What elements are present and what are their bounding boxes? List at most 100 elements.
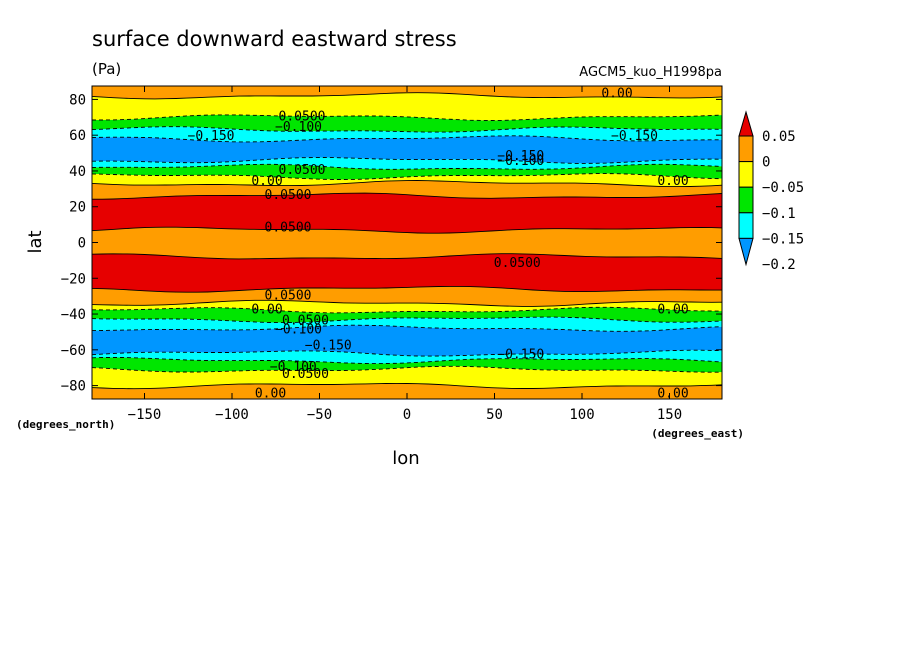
colorbar-label: −0.1 bbox=[762, 206, 796, 222]
band-4 bbox=[92, 135, 722, 164]
contour-label: 0.0500 bbox=[265, 220, 312, 235]
contour-line bbox=[91, 92, 723, 100]
contour-label: −0.100 bbox=[497, 154, 544, 169]
band-9 bbox=[92, 193, 722, 234]
band-5 bbox=[92, 157, 722, 170]
contour-label: −0.100 bbox=[275, 322, 322, 337]
band-11 bbox=[92, 253, 722, 293]
x-tick-label: −150 bbox=[128, 407, 162, 423]
y-unit-note: (degrees_north) bbox=[16, 418, 115, 431]
colorbar-segment bbox=[738, 212, 754, 239]
y-tick-label: −20 bbox=[61, 271, 86, 287]
band-1 bbox=[92, 92, 722, 121]
contour-line bbox=[91, 126, 723, 133]
band-10 bbox=[92, 227, 722, 259]
contour-label: −0.150 bbox=[305, 338, 352, 353]
x-tick-label: 150 bbox=[657, 407, 682, 423]
contour-line bbox=[91, 157, 723, 164]
contour-label: 0.0500 bbox=[265, 288, 312, 303]
contour-line bbox=[91, 349, 723, 357]
y-tick-label: 0 bbox=[78, 236, 86, 252]
colorbar-label: 0 bbox=[762, 155, 770, 171]
x-tick-label: −50 bbox=[307, 407, 332, 423]
band-15 bbox=[92, 317, 722, 332]
model-name: AGCM5_kuo_H1998pa bbox=[579, 65, 722, 80]
x-tick-label: −100 bbox=[215, 407, 249, 423]
contour-label: 0.0500 bbox=[494, 256, 541, 271]
contour-label: 0.0500 bbox=[279, 163, 326, 178]
contour-labels: 0.000.0500−0.100−0.150 −0.150−0.150−0.100… bbox=[188, 86, 689, 401]
y-tick-label: −40 bbox=[61, 307, 86, 323]
contour-line bbox=[91, 253, 723, 260]
colorbar-segment bbox=[738, 161, 754, 188]
band-2 bbox=[92, 114, 722, 133]
contour-label: −0.150 bbox=[611, 129, 658, 144]
contour-line bbox=[91, 299, 723, 307]
contour-line bbox=[91, 357, 723, 365]
colorbar-segment bbox=[738, 186, 754, 214]
colorbar-label: −0.2 bbox=[762, 257, 796, 273]
contour-label: 0.00 bbox=[657, 174, 688, 189]
contour-line bbox=[91, 180, 723, 188]
contour-label: 0.00 bbox=[657, 303, 688, 318]
y-tick-label: 40 bbox=[69, 164, 86, 180]
contour-label: 0.0500 bbox=[282, 367, 329, 382]
contour-line bbox=[91, 135, 722, 143]
band-18 bbox=[92, 357, 722, 373]
colorbar: 0.05 0 −0.05 −0.1 −0.15 −0.2 bbox=[738, 110, 804, 273]
colorbar-arrow-top bbox=[738, 110, 754, 137]
contour-label: 0.0500 bbox=[279, 110, 326, 125]
y-axis: −80 −60 −40 −20 0 20 40 60 80 bbox=[61, 92, 722, 395]
y-tick-label: 80 bbox=[69, 92, 86, 108]
contour-line bbox=[91, 382, 723, 390]
contour-label: 0.00 bbox=[251, 174, 282, 189]
colorbar-label: −0.15 bbox=[762, 231, 804, 247]
contour-line bbox=[91, 306, 723, 314]
colorbar-label: 0.05 bbox=[762, 129, 796, 145]
chart-units: (Pa) bbox=[92, 60, 121, 78]
contour-label: 0.00 bbox=[255, 387, 286, 402]
band-7 bbox=[92, 173, 722, 187]
colorbar-label: −0.05 bbox=[762, 180, 804, 196]
colorbar-arrow-bottom bbox=[738, 237, 754, 267]
band-19 bbox=[92, 366, 722, 389]
band-16 bbox=[92, 325, 722, 357]
contour-label: 0.00 bbox=[657, 387, 688, 402]
x-unit-note: (degrees_east) bbox=[651, 427, 744, 440]
contour-label: −0.150 bbox=[497, 347, 544, 362]
y-axis-title: lat bbox=[25, 230, 46, 253]
contour-label: −0.150 bbox=[497, 149, 544, 164]
x-tick-label: 50 bbox=[486, 407, 503, 423]
contour-line bbox=[91, 173, 723, 180]
contour-label: −0.100 bbox=[275, 120, 322, 135]
y-tick-label: −80 bbox=[61, 379, 86, 395]
x-tick-label: 0 bbox=[403, 407, 411, 423]
band-3 bbox=[92, 126, 722, 142]
x-tick-label: 100 bbox=[569, 407, 594, 423]
contour-line bbox=[91, 324, 723, 332]
contour-lines bbox=[91, 92, 723, 390]
contour-line bbox=[91, 365, 722, 373]
contour-label: −0.150 bbox=[188, 129, 235, 144]
band-20 bbox=[92, 383, 722, 399]
contour-label: −0.100 bbox=[270, 360, 317, 375]
contour-line bbox=[91, 285, 722, 293]
x-axis: −150 −100 −50 0 50 100 150 bbox=[128, 86, 682, 423]
contour-line bbox=[92, 192, 723, 200]
contour-label: 0.0500 bbox=[282, 313, 329, 328]
y-tick-label: 60 bbox=[69, 128, 86, 144]
y-tick-label: 20 bbox=[69, 200, 86, 216]
x-axis-title: lon bbox=[392, 448, 419, 469]
contour-label: 0.00 bbox=[601, 86, 632, 101]
band-14 bbox=[92, 307, 722, 323]
contour-line bbox=[91, 316, 723, 324]
contour-label: 0.00 bbox=[251, 303, 282, 318]
chart-title: surface downward eastward stress bbox=[92, 27, 457, 51]
contour-line bbox=[91, 163, 723, 170]
contour-label: 0.0500 bbox=[265, 188, 312, 203]
contour-line bbox=[92, 114, 723, 121]
band-13 bbox=[92, 300, 722, 313]
y-tick-label: −60 bbox=[61, 343, 86, 359]
contour-line bbox=[91, 226, 723, 234]
